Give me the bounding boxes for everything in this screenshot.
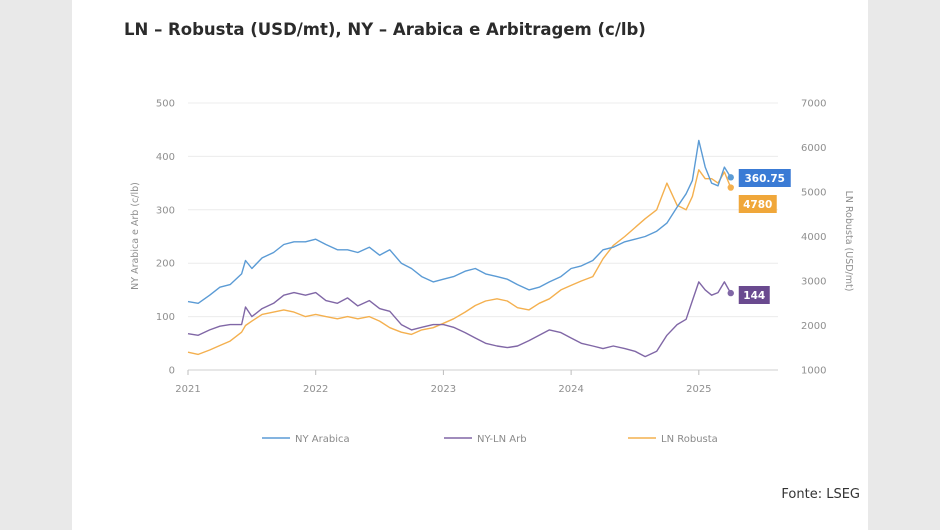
left-tick-label: 300 xyxy=(156,205,175,216)
left-tick-label: 400 xyxy=(156,152,175,163)
series-line-ny-ln-arb xyxy=(187,281,732,358)
series-lines xyxy=(187,139,734,358)
left-axis-ticks: 0 100 200 300 400 500 xyxy=(156,99,175,377)
series-line-ln-robusta xyxy=(187,169,732,356)
x-axis-ticks: 2021 2022 2023 2024 2025 xyxy=(175,370,712,395)
right-axis-label: LN Robusta (USD/mt) xyxy=(843,191,854,292)
x-tick-label: 2023 xyxy=(431,384,456,395)
right-tick-label: 1000 xyxy=(801,366,826,377)
right-tick-label: 2000 xyxy=(801,321,826,332)
chart-card: LN – Robusta (USD/mt), NY – Arabica e Ar… xyxy=(72,0,868,530)
series-end-point xyxy=(727,289,734,297)
x-tick-label: 2025 xyxy=(686,384,711,395)
series-end-point xyxy=(727,184,734,191)
left-axis-label: NY Arabica e Arb (c/lb) xyxy=(130,182,141,290)
right-tick-label: 7000 xyxy=(801,99,826,110)
grid xyxy=(188,102,778,371)
left-tick-label: 100 xyxy=(156,312,175,323)
end-label-value: 4780 xyxy=(743,199,772,211)
end-label-box xyxy=(738,286,770,304)
right-tick-label: 3000 xyxy=(801,277,826,288)
end-label-value: 144 xyxy=(743,290,765,302)
source-note: Fonte: LSEG xyxy=(781,487,860,502)
legend: NY Arabica NY-LN Arb LN Robusta xyxy=(262,434,718,445)
end-label-box xyxy=(738,169,791,187)
x-tick-label: 2022 xyxy=(303,384,328,395)
series-end-point xyxy=(727,174,734,181)
legend-label: NY-LN Arb xyxy=(477,434,527,445)
legend-label: NY Arabica xyxy=(295,434,350,445)
left-tick-label: 0 xyxy=(169,366,175,377)
chart-title: LN – Robusta (USD/mt), NY – Arabica e Ar… xyxy=(124,20,646,39)
x-tick-label: 2021 xyxy=(175,384,200,395)
series-line-ny-arabica xyxy=(187,139,732,304)
legend-label: LN Robusta xyxy=(661,434,718,445)
right-tick-label: 5000 xyxy=(801,188,826,199)
right-tick-label: 6000 xyxy=(801,143,826,154)
end-labels: 360.75 4780 144 xyxy=(738,169,791,304)
x-tick-label: 2024 xyxy=(558,384,583,395)
right-axis-ticks: 1000 2000 3000 4000 5000 6000 7000 xyxy=(801,99,826,377)
left-tick-label: 200 xyxy=(156,259,175,270)
left-tick-label: 500 xyxy=(156,99,175,110)
right-tick-label: 4000 xyxy=(801,232,826,243)
end-label-box xyxy=(738,195,777,213)
end-label-value: 360.75 xyxy=(744,173,785,185)
